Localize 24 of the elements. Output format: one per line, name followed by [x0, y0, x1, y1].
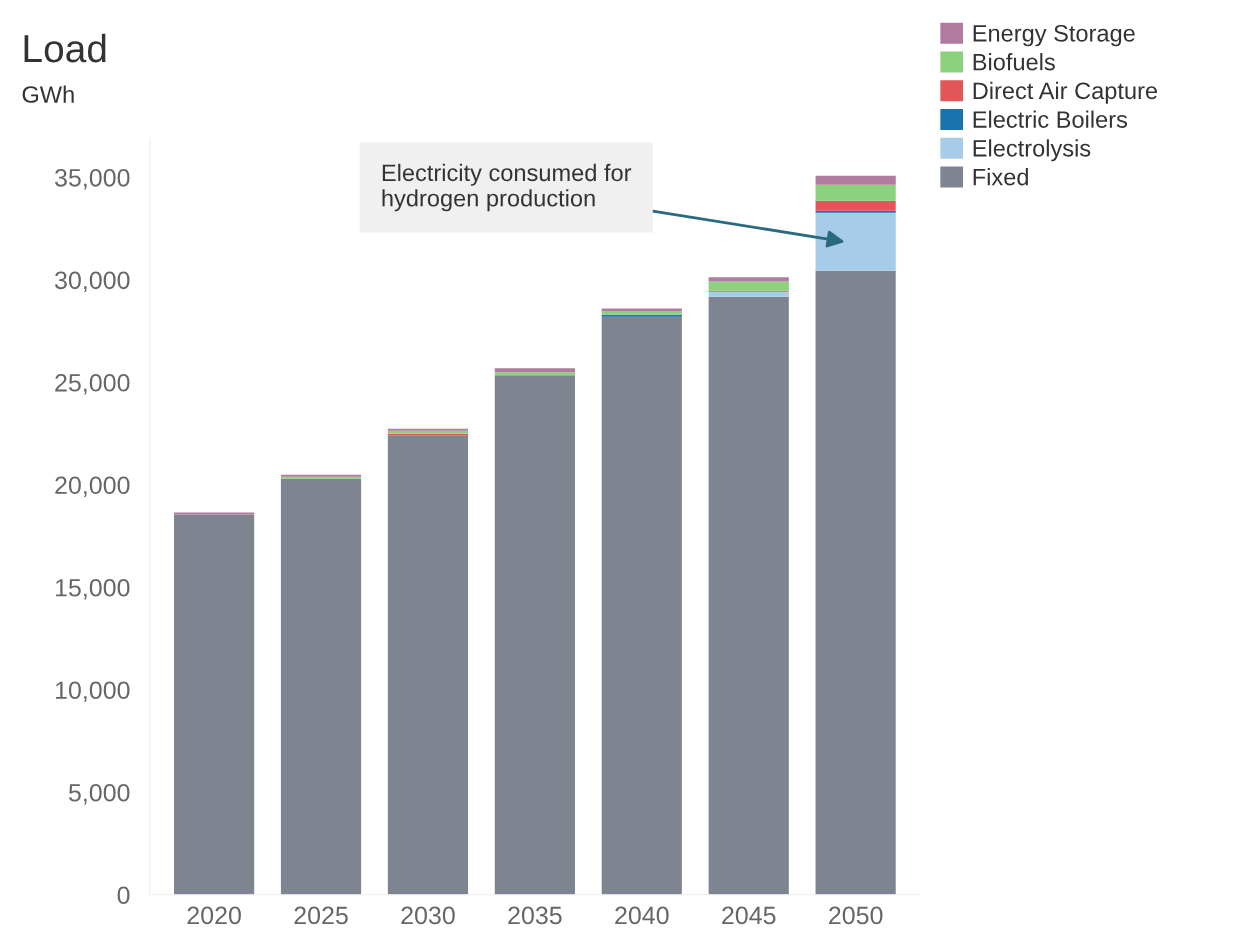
- x-tick-label: 2030: [401, 906, 455, 925]
- y-tick-label: 30,000: [54, 271, 130, 293]
- x-tick-label: 2045: [722, 906, 776, 925]
- x-tick-label: 2040: [615, 906, 669, 925]
- legend-label: Biofuels: [973, 53, 1055, 71]
- y-tick-label: 35,000: [54, 168, 130, 190]
- legend-label: Electrolysis: [973, 139, 1091, 162]
- legend-label: Electric Boilers: [973, 110, 1128, 128]
- x-tick-label: 2020: [187, 906, 241, 925]
- chart-subtitle: GWh: [22, 85, 74, 103]
- chart-title: Load: [24, 33, 106, 63]
- legend-label: Fixed: [973, 168, 1028, 186]
- y-tick-label: 0: [117, 886, 130, 905]
- legend-label: Direct Air Capture: [973, 81, 1158, 104]
- annotation: Electricity consumed for hydrogen production: [382, 163, 632, 212]
- y-tick-label: 15,000: [55, 578, 130, 600]
- x-tick-label: 2035: [508, 906, 562, 925]
- y-tick-label: 10,000: [55, 681, 130, 703]
- y-tick-label: 20,000: [55, 476, 130, 498]
- x-tick-label: 2025: [294, 906, 348, 925]
- x-tick-label: 2050: [829, 906, 883, 925]
- y-tick-label: 5,000: [68, 783, 130, 805]
- legend-label: Energy Storage: [973, 24, 1135, 47]
- y-tick-label: 25,000: [55, 373, 130, 395]
